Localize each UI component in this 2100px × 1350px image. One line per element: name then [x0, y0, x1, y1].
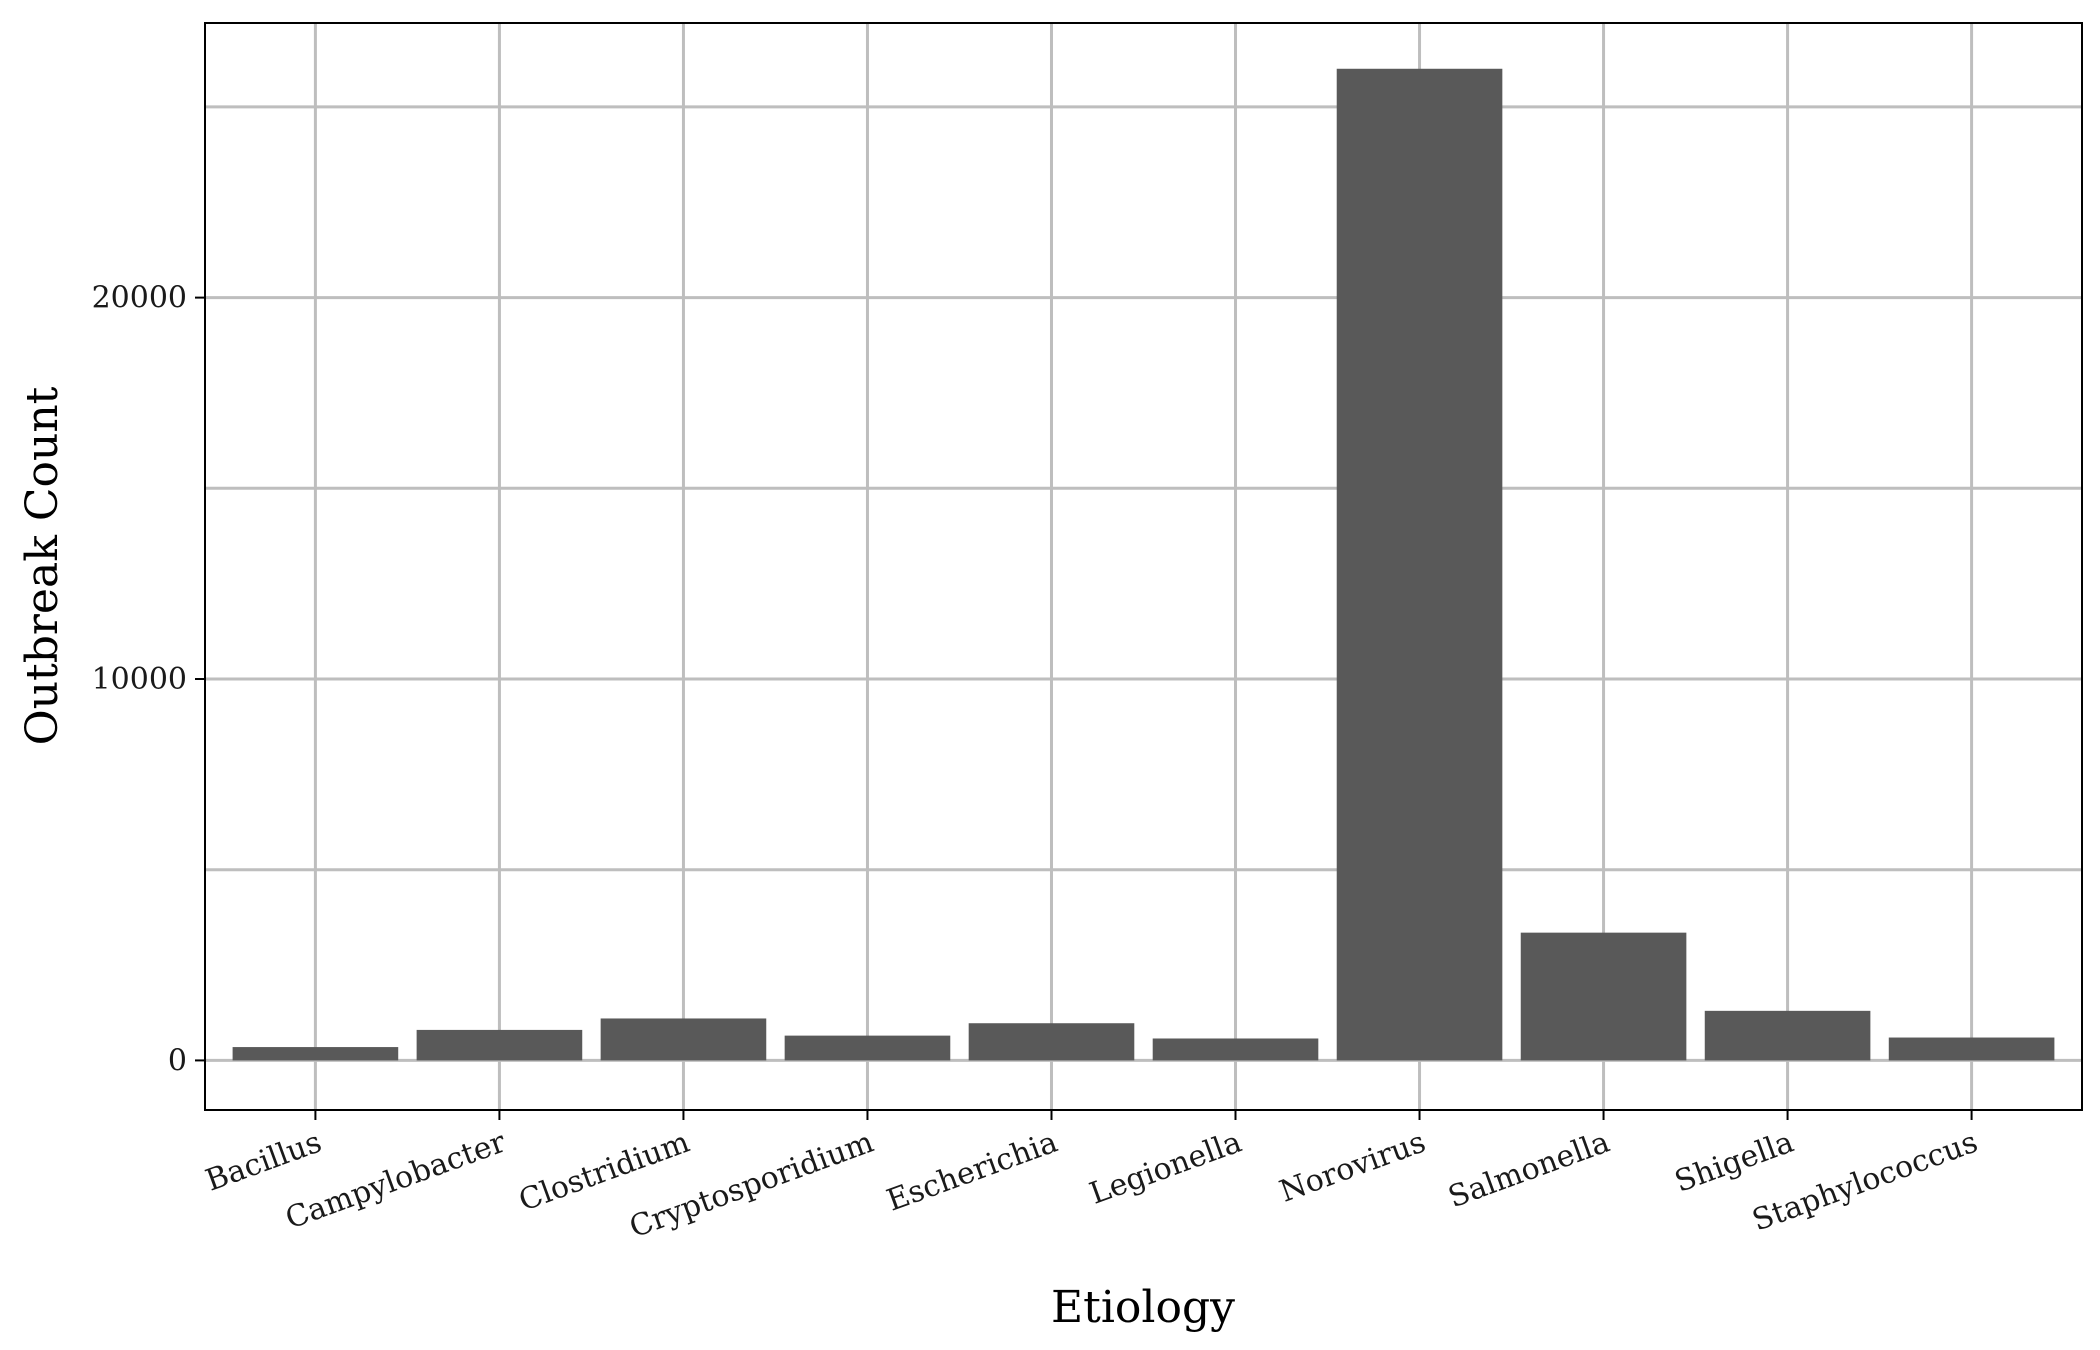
y-tick-label: 0 [168, 1043, 187, 1078]
bar-escherichia [968, 1023, 1135, 1061]
x-tick-label: Escherichia [882, 1125, 1062, 1219]
x-tick-label: Salmonella [1444, 1125, 1615, 1216]
bars [232, 68, 2055, 1061]
bar-bacillus [232, 1047, 399, 1061]
y-axis: 0 10000 20000 [92, 281, 205, 1078]
bar-shigella [1704, 1010, 1871, 1061]
bar-clostridium [600, 1018, 767, 1061]
bar-cryptosporidium [784, 1035, 951, 1061]
x-tick-label: Shigella [1670, 1125, 1798, 1200]
x-tick-label: Norovirus [1275, 1125, 1430, 1210]
bar-campylobacter [416, 1029, 583, 1061]
x-tick-label: Bacillus [201, 1125, 326, 1199]
y-tick-label: 10000 [92, 662, 187, 697]
bar-norovirus [1336, 68, 1503, 1061]
x-tick-label: Legionella [1085, 1125, 1246, 1212]
y-tick-label: 20000 [92, 281, 187, 316]
bar-staphylococcus [1888, 1037, 2055, 1061]
x-axis-title: Etiology [1051, 1282, 1235, 1333]
bar-legionella [1152, 1038, 1319, 1061]
plot-border [204, 22, 2083, 1111]
plot-background [205, 23, 2082, 1110]
y-axis-title: Outbreak Count [17, 386, 68, 745]
bar-salmonella [1520, 932, 1687, 1061]
